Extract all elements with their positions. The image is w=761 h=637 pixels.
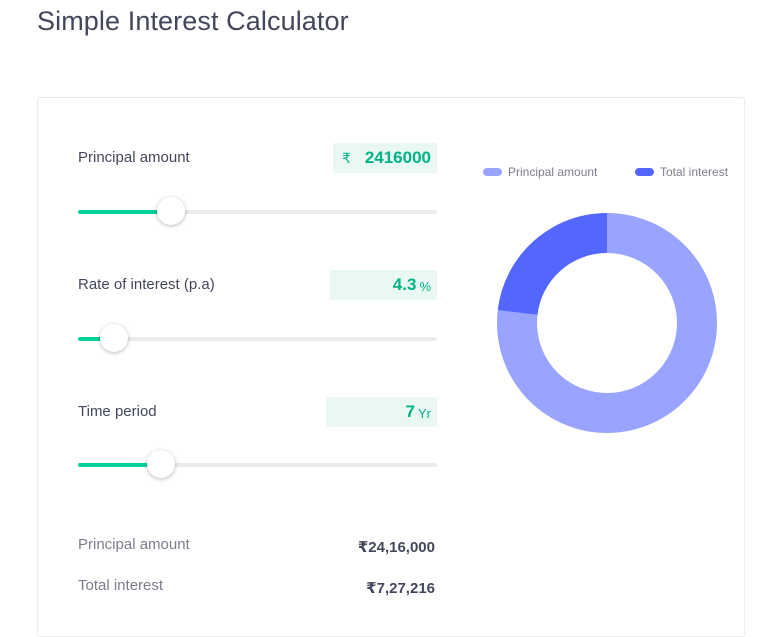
donut-slice-interest [497, 213, 607, 315]
rate-slider-fill [78, 337, 114, 341]
legend-label-interest: Total interest [660, 165, 729, 179]
donut-slice-principal [497, 213, 717, 433]
rate-input[interactable]: 4.3 % [330, 270, 437, 300]
result-interest-label: Total interest [78, 577, 164, 594]
principal-input[interactable]: ₹ 2416000 [333, 143, 437, 173]
result-principal-label: Principal amount [78, 536, 190, 553]
rate-slider[interactable] [78, 324, 437, 352]
rate-value: 4.3 [392, 275, 417, 294]
time-slider-thumb[interactable] [146, 450, 175, 478]
rate-label: Rate of interest (p.a) [78, 276, 215, 293]
principal-slider-fill [78, 210, 172, 214]
rate-slider-thumb[interactable] [99, 324, 128, 352]
time-value: 7 [405, 402, 415, 421]
time-slider-fill [78, 463, 161, 467]
principal-slider-thumb[interactable] [157, 197, 186, 225]
time-label: Time period [78, 403, 157, 420]
donut-chart [497, 213, 717, 433]
principal-slider[interactable] [78, 197, 437, 225]
principal-value: 2416000 [364, 148, 431, 167]
legend-swatch-principal [483, 168, 502, 176]
result-interest-value: ₹7,27,216 [366, 580, 435, 597]
legend-item-principal: Principal amount [483, 165, 597, 179]
legend-swatch-interest [635, 168, 654, 176]
principal-label: Principal amount [78, 149, 190, 166]
time-slider[interactable] [78, 450, 437, 478]
rupee-icon: ₹ [342, 149, 351, 166]
time-unit: Yr [418, 405, 431, 421]
calculator-card: Principal amount ₹ 2416000 Rate of inter… [37, 97, 745, 637]
legend-item-interest: Total interest [635, 165, 728, 179]
legend-label-principal: Principal amount [508, 165, 598, 179]
page-title: Simple Interest Calculator [37, 6, 349, 36]
result-principal-value: ₹24,16,000 [357, 539, 435, 556]
time-input[interactable]: 7 Yr [326, 397, 437, 427]
rate-unit: % [419, 278, 431, 294]
